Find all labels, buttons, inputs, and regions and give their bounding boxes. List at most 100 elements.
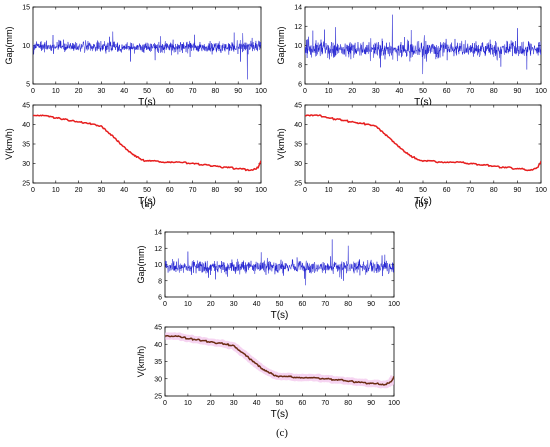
- x-tick-label: 50: [276, 301, 284, 308]
- panel-label-a: (a): [141, 199, 153, 210]
- y-tick-label: 45: [22, 103, 30, 110]
- x-tick-label: 80: [212, 187, 220, 194]
- x-tick-label: 30: [230, 400, 238, 407]
- x-tick-label: 30: [98, 187, 106, 194]
- x-tick-label: 80: [344, 301, 352, 308]
- y-tick-label: 10: [154, 262, 162, 269]
- y-tick-label: 12: [294, 24, 302, 31]
- x-tick-label: 10: [184, 400, 192, 407]
- y-tick-label: 45: [294, 103, 302, 110]
- y-tick-label: 40: [294, 122, 302, 129]
- y-tick-label: 45: [154, 325, 162, 332]
- x-tick-label: 0: [163, 400, 167, 407]
- y-tick-label: 25: [154, 394, 162, 401]
- x-tick-label: 80: [490, 88, 498, 95]
- x-tick-label: 60: [443, 187, 451, 194]
- x-tick-label: 90: [514, 88, 522, 95]
- x-axis-label: T(s): [414, 196, 432, 207]
- x-tick-label: 50: [419, 88, 427, 95]
- x-axis-label: T(s): [414, 97, 432, 108]
- x-tick-label: 0: [31, 187, 35, 194]
- x-tick-label: 10: [52, 88, 60, 95]
- x-tick-label: 80: [344, 400, 352, 407]
- y-tick-label: 40: [22, 122, 30, 129]
- chart-panel-2: 0 10 20 30 40 50 60 70 80 90 100 25 30 35 40 45 T(s) V(km…: [4, 103, 267, 208]
- x-tick-label: 10: [325, 187, 333, 194]
- y-tick-label: 6: [158, 295, 162, 302]
- x-tick-label: 40: [396, 187, 404, 194]
- chart-panel-4: 0 10 20 30 40 50 60 70 80 90 100 25 30 35 40 45 T(s) V(km…: [276, 103, 547, 208]
- x-tick-label: 70: [189, 187, 197, 194]
- x-tick-label: 90: [234, 187, 242, 194]
- x-axis-label: T(s): [271, 409, 289, 420]
- x-tick-label: 40: [120, 88, 128, 95]
- x-tick-label: 100: [388, 400, 400, 407]
- x-tick-label: 60: [166, 187, 174, 194]
- x-tick-label: 70: [321, 400, 329, 407]
- x-tick-label: 10: [325, 88, 333, 95]
- gap-signal-line: [305, 14, 541, 75]
- x-tick-label: 40: [120, 187, 128, 194]
- y-axis-label: Gap(mm): [276, 26, 286, 64]
- x-tick-label: 20: [75, 187, 83, 194]
- y-tick-label: 25: [22, 181, 30, 188]
- x-tick-label: 50: [419, 187, 427, 194]
- x-tick-label: 0: [163, 301, 167, 308]
- x-tick-label: 70: [466, 187, 474, 194]
- x-tick-label: 20: [207, 400, 215, 407]
- x-tick-label: 90: [514, 187, 522, 194]
- x-tick-label: 70: [466, 88, 474, 95]
- gap-signal-line: [33, 31, 261, 80]
- x-tick-label: 50: [276, 400, 284, 407]
- y-tick-label: 10: [294, 43, 302, 50]
- x-tick-label: 20: [207, 301, 215, 308]
- x-tick-label: 30: [98, 88, 106, 95]
- velocity-line: [165, 335, 394, 386]
- y-axis-label: V(km/h): [136, 346, 146, 378]
- x-tick-label: 40: [396, 88, 404, 95]
- velocity-line: [33, 114, 261, 172]
- panel-label-b: (b): [415, 199, 428, 210]
- x-tick-label: 0: [31, 88, 35, 95]
- x-tick-label: 40: [253, 400, 261, 407]
- x-tick-label: 50: [143, 187, 151, 194]
- y-tick-label: 8: [298, 62, 302, 69]
- gap-signal-line: [165, 239, 394, 286]
- x-tick-label: 30: [372, 88, 380, 95]
- y-tick-label: 30: [154, 376, 162, 383]
- chart-panel-3: 0 10 20 30 40 50 60 70 80 90 100 6 8 10 12 14 T(s) Gap(mm…: [276, 5, 547, 109]
- x-tick-label: 100: [535, 187, 547, 194]
- x-tick-label: 70: [189, 88, 197, 95]
- x-tick-label: 30: [230, 301, 238, 308]
- y-tick-label: 5: [26, 82, 30, 89]
- x-axis-label: T(s): [138, 97, 156, 108]
- x-tick-label: 30: [372, 187, 380, 194]
- x-tick-label: 60: [443, 88, 451, 95]
- x-tick-label: 80: [212, 88, 220, 95]
- y-axis-label: V(km/h): [276, 128, 286, 160]
- x-tick-label: 20: [348, 88, 356, 95]
- y-axis-label: Gap(mm): [136, 245, 146, 283]
- velocity-line: [305, 114, 541, 172]
- chart-panel-6: 0 10 20 30 40 50 60 70 80 90 100 25 30 35 40 45 T(s) V(km…: [136, 325, 400, 421]
- x-tick-label: 90: [234, 88, 242, 95]
- y-tick-label: 35: [22, 142, 30, 149]
- y-tick-label: 6: [298, 82, 302, 89]
- x-tick-label: 100: [255, 187, 267, 194]
- chart-panel-5: 0 10 20 30 40 50 60 70 80 90 100 6 8 10 12 14 T(s) Gap(mm…: [136, 230, 400, 322]
- y-axis-label: V(km/h): [4, 128, 14, 160]
- x-tick-label: 60: [299, 400, 307, 407]
- y-tick-label: 15: [22, 5, 30, 12]
- panel-label-c: (c): [276, 428, 288, 439]
- x-tick-label: 0: [303, 88, 307, 95]
- x-tick-label: 20: [75, 88, 83, 95]
- y-tick-label: 30: [294, 161, 302, 168]
- x-tick-label: 50: [143, 88, 151, 95]
- x-tick-label: 10: [52, 187, 60, 194]
- x-tick-label: 90: [367, 301, 375, 308]
- y-tick-label: 14: [294, 5, 302, 12]
- x-tick-label: 80: [490, 187, 498, 194]
- y-tick-label: 30: [22, 161, 30, 168]
- x-tick-label: 100: [535, 88, 547, 95]
